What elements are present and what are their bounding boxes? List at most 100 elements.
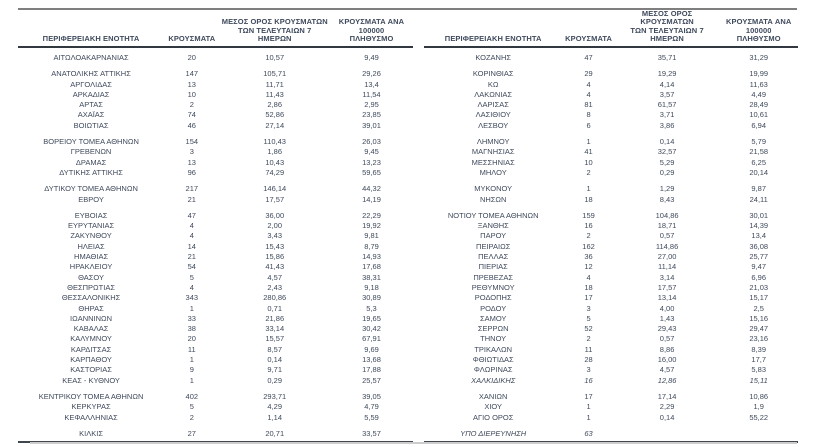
cases-cell: 28 [584, 355, 593, 365]
column-header-regional-unit: ΠΕΡΙΦΕΡΕΙΑΚΗ ΕΝΟΤΗΤΑ [444, 34, 542, 44]
per-100000-cell: 9,87 [751, 184, 767, 194]
table-row: ΘΕΣΣΑΛΟΝΙΚΗΣ 343 280,86 30,89 [18, 293, 413, 303]
cases-cell: 1 [189, 303, 194, 313]
per-100000-cell: 17,7 [751, 355, 767, 365]
per-100000-cell: 5,83 [751, 365, 767, 375]
cases-cell: 14 [187, 241, 196, 251]
avg-7day-cell: 0,14 [659, 137, 675, 147]
table-row: ΗΜΑΘΙΑΣ 21 15,86 14,93 [18, 252, 413, 262]
row-group: ΚΕΝΤΡΙΚΟΥ ΤΟΜΕΑ ΑΘΗΝΩΝ 402 293,71 39,05 ΚΕΡΚ… [18, 392, 413, 423]
per-100000-cell: 14,19 [362, 194, 381, 204]
table-row: ΛΗΜΝΟΥ 1 0,14 5,79 [424, 137, 798, 147]
table-body: ΑΙΤΩΛΟΑΚΑΡΝΑΝΙΑΣ 20 10,57 9,49 ΑΝΑΤΟΛΙΚΗΣ ΑΤ… [18, 48, 413, 444]
avg-7day-cell: 29,43 [657, 324, 677, 334]
table-row: ΚΑΛΥΜΝΟΥ 20 15,57 67,91 [18, 334, 413, 344]
per-100000-cell: 14,39 [749, 221, 769, 231]
table-row: ΚΕΝΤΡΙΚΟΥ ΤΟΜΕΑ ΑΘΗΝΩΝ 402 293,71 39,05 [18, 392, 413, 402]
table-row: ΔΥΤΙΚΗΣ ΑΤΤΙΚΗΣ 96 74,29 59,65 [18, 168, 413, 178]
avg-7day-cell: 11,71 [265, 79, 284, 89]
table-row: ΚΑΡΠΑΘΟΥ 1 0,14 13,68 [18, 355, 413, 365]
region-name-cell: ΠΙΕΡΙΑΣ [478, 262, 508, 272]
cases-cell: 2 [586, 167, 591, 177]
column-header-per-100000: ΚΡΟΥΣΜΑΤΑ ΑΝΑ 100000 ΠΛΗΘΥΣΜΟ [338, 17, 405, 44]
avg-7day-cell: 2,86 [267, 100, 283, 110]
cases-cell: 41 [584, 147, 593, 157]
table-row: ΕΥΡΥΤΑΝΙΑΣ 4 2,00 19,92 [18, 221, 413, 231]
per-100000-cell: 5,3 [366, 303, 377, 313]
region-name-cell: ΑΝΑΤΟΛΙΚΗΣ ΑΤΤΙΚΗΣ [51, 69, 131, 79]
region-name-cell: ΚΕΑΣ - ΚΥΘΝΟΥ [62, 375, 120, 385]
table-row: ΜΑΓΝΗΣΙΑΣ 41 32,57 21,58 [424, 147, 798, 157]
cases-cell: 2 [189, 100, 194, 110]
avg-7day-cell: 33,14 [265, 324, 285, 334]
region-name-cell: ΘΗΡΑΣ [78, 303, 104, 313]
avg-7day-cell: 61,57 [657, 100, 677, 110]
avg-7day-cell: 19,29 [657, 69, 677, 79]
cases-cell: 4 [586, 89, 591, 99]
region-name-cell: ΑΡΚΑΔΙΑΣ [72, 89, 110, 99]
cases-cell: 1 [586, 184, 591, 194]
table-row: ΚΑΒΑΛΑΣ 38 33,14 30,42 [18, 324, 413, 334]
table-row: ΛΑΡΙΣΑΣ 81 61,57 28,49 [424, 100, 798, 110]
table-row: ΡΟΔΟΥ 3 4,00 2,5 [424, 304, 798, 314]
region-name-cell: ΧΑΛΚΙΔΙΚΗΣ [471, 375, 516, 385]
region-name-cell: ΑΡΓΟΛΙΔΑΣ [70, 79, 112, 89]
region-name-cell: ΥΠΟ ΔΙΕΡΕΥΝΗΣΗ [460, 428, 527, 438]
bottom-rule-shadow [30, 442, 797, 444]
avg-7day-cell: 4,57 [267, 272, 283, 282]
cases-cell: 4 [189, 221, 194, 231]
region-name-cell: ΡΟΔΟΠΗΣ [474, 293, 512, 303]
table-row: ΣΕΡΡΩΝ 52 29,43 29,47 [424, 324, 798, 334]
avg-7day-cell: 3,86 [659, 120, 675, 130]
avg-7day-cell: 15,43 [265, 241, 285, 251]
avg-7day-cell: 2,00 [267, 221, 283, 231]
region-name-cell: ΚΟΖΑΝΗΣ [475, 53, 512, 62]
table-row: ΠΕΛΛΑΣ 36 27,00 25,77 [424, 252, 798, 262]
column-header-per-100000: ΚΡΟΥΣΜΑΤΑ ΑΝΑ 100000 ΠΛΗΘΥΣΜΟ [726, 17, 792, 44]
cases-cell: 47 [187, 210, 196, 220]
per-100000-cell: 1,9 [753, 402, 764, 412]
region-name-cell: ΔΥΤΙΚΗΣ ΑΤΤΙΚΗΣ [59, 167, 123, 177]
per-100000-cell: 26,03 [362, 137, 381, 147]
per-100000-cell: 30,89 [362, 293, 381, 303]
cases-cell: 2 [586, 231, 591, 241]
per-100000-cell: 19,92 [362, 221, 381, 231]
cases-cell: 4 [189, 231, 194, 241]
column-header-7day-average: ΜΕΣΟΣ ΟΡΟΣ ΚΡΟΥΣΜΑΤΩΝ ΤΩΝ ΤΕΛΕΥΤΑΙΩΝ 7 Η… [630, 8, 704, 44]
per-100000-cell: 13,4 [364, 79, 379, 89]
table-row: ΡΟΔΟΠΗΣ 17 13,14 15,17 [424, 293, 798, 303]
row-group: ΚΙΛΚΙΣ 27 20,71 33,57 [18, 429, 413, 439]
per-100000-cell: 14,93 [362, 252, 381, 262]
avg-7day-cell: 11,14 [657, 262, 677, 272]
cases-cell: 10 [187, 89, 196, 99]
row-group: ΚΟΖΑΝΗΣ 47 35,71 31,29 [424, 53, 798, 63]
table-row: ΘΕΣΠΡΩΤΙΑΣ 4 2,43 9,18 [18, 283, 413, 293]
table-row: ΘΗΡΑΣ 1 0,71 5,3 [18, 304, 413, 314]
table-row: ΙΩΑΝΝΙΝΩΝ 33 21,86 19,65 [18, 314, 413, 324]
table-row: ΤΡΙΚΑΛΩΝ 11 8,86 8,39 [424, 345, 798, 355]
region-name-cell: ΦΛΩΡΙΝΑΣ [473, 365, 513, 375]
per-100000-cell: 29,26 [362, 69, 381, 79]
avg-7day-cell: 1,43 [659, 313, 675, 323]
region-name-cell: ΚΟΡΙΝΘΙΑΣ [472, 69, 514, 79]
avg-7day-cell: 41,43 [265, 262, 285, 272]
cases-cell: 20 [187, 53, 196, 62]
table-row: ΠΑΡΟΥ 2 0,57 13,4 [424, 231, 798, 241]
table-header: ΠΕΡΙΦΕΡΕΙΑΚΗ ΕΝΟΤΗΤΑ ΚΡΟΥΣΜΑΤΑ ΜΕΣΟΣ ΟΡΟ… [424, 8, 798, 48]
row-group: ΑΝΑΤΟΛΙΚΗΣ ΑΤΤΙΚΗΣ 147 105,71 29,26 ΑΡΓΟΛΙΔΑ… [18, 69, 413, 131]
region-name-cell: ΚΩ [487, 79, 499, 89]
per-100000-cell: 6,96 [751, 272, 767, 282]
table-row: ΣΑΜΟΥ 5 1,43 15,16 [424, 314, 798, 324]
table-row: ΡΕΘΥΜΝΟΥ 18 17,57 21,03 [424, 283, 798, 293]
avg-7day-cell: 20,71 [265, 428, 285, 438]
row-group: ΒΟΡΕΙΟΥ ΤΟΜΕΑ ΑΘΗΝΩΝ 154 110,43 26,03 ΓΡΕΒΕΝ… [18, 137, 413, 178]
avg-7day-cell: 280,86 [263, 293, 287, 303]
cases-cell: 1 [189, 375, 194, 385]
per-100000-cell: 23,85 [362, 110, 381, 120]
region-name-cell: ΝΟΤΙΟΥ ΤΟΜΕΑ ΑΘΗΝΩΝ [447, 210, 539, 220]
per-100000-cell: 4,79 [364, 402, 379, 412]
per-100000-cell: 67,91 [362, 334, 381, 344]
region-name-cell: ΘΕΣΠΡΩΤΙΑΣ [67, 282, 115, 292]
per-100000-cell: 8,79 [364, 241, 379, 251]
cases-cell: 10 [584, 157, 593, 167]
